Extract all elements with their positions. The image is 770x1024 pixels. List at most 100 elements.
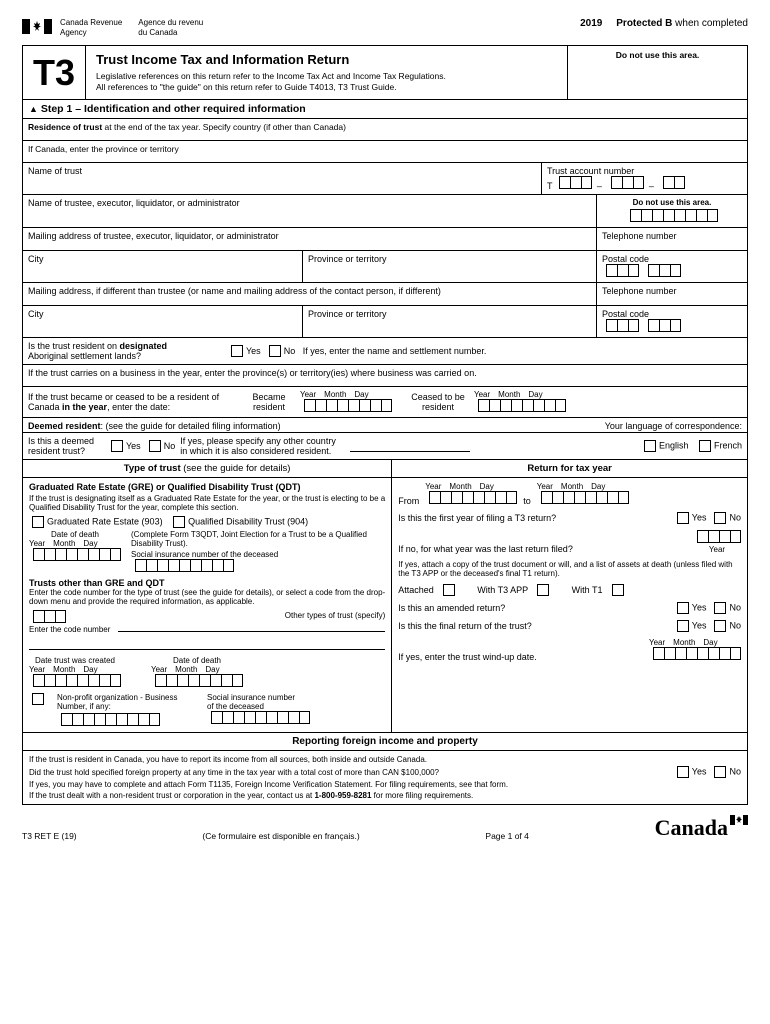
last-year-boxes[interactable] (697, 530, 741, 543)
province-label-2: Province or territory (308, 309, 387, 319)
deemed-no-checkbox[interactable] (149, 440, 161, 452)
other-types-field[interactable] (118, 620, 385, 632)
postal-boxes-1b[interactable] (648, 264, 681, 277)
other-trusts-text: Enter the code number for the type of tr… (29, 588, 385, 606)
type-trust-suffix: (see the guide for details) (181, 463, 291, 474)
from-to-row: From YearMonthDay to YearMonthDay (398, 482, 741, 506)
first-year-row: Is this the first year of filing a T3 re… (398, 512, 741, 524)
became-date-group: YearMonthDay (300, 390, 392, 414)
if-canada-row[interactable]: If Canada, enter the province or territo… (22, 141, 748, 163)
aboriginal-ifyes: If yes, enter the name and settlement nu… (303, 346, 487, 356)
mailing-trustee-cell[interactable]: Mailing address of trustee, executor, li… (23, 228, 597, 250)
t-prefix: T (547, 181, 552, 191)
residence-row[interactable]: Residence of trust at the end of the tax… (22, 119, 748, 141)
death-date-boxes-2[interactable] (155, 674, 243, 687)
gre-checkbox[interactable] (32, 516, 44, 528)
qdt-checkbox[interactable] (173, 516, 185, 528)
amended-row: Is this an amended return? Yes No (398, 602, 741, 614)
canada-flag-icon (22, 18, 52, 34)
account-boxes-2[interactable] (611, 176, 644, 189)
npo-boxes[interactable] (61, 713, 160, 726)
with-t1-checkbox[interactable] (612, 584, 624, 596)
first-no-checkbox[interactable] (714, 512, 726, 524)
postal-cell-2[interactable]: Postal code (597, 306, 747, 337)
mailing-diff-cell[interactable]: Mailing address, if different than trust… (23, 283, 597, 305)
city-cell-1[interactable]: City (23, 251, 303, 282)
return-year-header: Return for tax year (392, 460, 747, 477)
step1-header: ▲ Step 1 – Identification and other requ… (22, 100, 748, 119)
postal-label-2: Postal code (602, 309, 649, 319)
trust-account-label: Trust account number (547, 166, 634, 176)
sin-boxes-2[interactable] (211, 711, 310, 724)
ceased-date-group: YearMonthDay (474, 390, 566, 414)
amended-no-checkbox[interactable] (714, 602, 726, 614)
foreign-no-checkbox[interactable] (714, 766, 726, 778)
deemed-header-row: Deemed resident: (see the guide for deta… (22, 418, 748, 433)
final-no-checkbox[interactable] (714, 620, 726, 632)
telephone-cell-2[interactable]: Telephone number (597, 283, 747, 305)
if-canada-label: If Canada, enter the province or territo… (28, 144, 179, 159)
canada-wordmark: Canada (655, 815, 748, 841)
from-date-boxes[interactable] (429, 491, 517, 504)
title-block: T3 Trust Income Tax and Information Retu… (22, 45, 568, 100)
business-row[interactable]: If the trust carries on a business in th… (22, 365, 748, 387)
attached-checkbox[interactable] (443, 584, 455, 596)
postal-boxes-1a[interactable] (606, 264, 639, 277)
final-yes-checkbox[interactable] (677, 620, 689, 632)
code-boxes[interactable] (33, 610, 66, 623)
name-trust-cell[interactable]: Name of trust (23, 163, 542, 194)
agency-en-2: Agency (60, 28, 87, 37)
with-app-checkbox[interactable] (537, 584, 549, 596)
gre-text: If the trust is designating itself as a … (29, 494, 385, 512)
agency-en-1: Canada Revenue (60, 18, 122, 27)
foreign-yes-checkbox[interactable] (677, 766, 689, 778)
bc-inyear: in the year (62, 402, 107, 412)
to-date-boxes[interactable] (541, 491, 629, 504)
account-boxes-1[interactable] (559, 176, 592, 189)
aboriginal-no-checkbox[interactable] (269, 345, 281, 357)
deemed-country-field[interactable] (350, 440, 470, 452)
death-date-boxes[interactable] (33, 548, 121, 561)
bc-line2a: Canada (28, 402, 62, 412)
name-trust-label: Name of trust (28, 166, 82, 176)
english-checkbox[interactable] (644, 440, 656, 452)
ceased-date-boxes[interactable] (478, 399, 566, 412)
lang-checks: English French (641, 440, 742, 452)
sin-boxes-1[interactable] (135, 559, 234, 572)
postal-boxes-2b[interactable] (648, 319, 681, 332)
agency-fr-2: du Canada (138, 28, 177, 37)
telephone-cell-1[interactable]: Telephone number (597, 228, 747, 250)
french-checkbox[interactable] (699, 440, 711, 452)
specify-field[interactable] (29, 638, 385, 650)
agency-block: Canada RevenueAgency Agence du revenudu … (22, 18, 203, 37)
title-note-1: Legislative references on this return re… (96, 71, 557, 82)
became-date-boxes[interactable] (304, 399, 392, 412)
deemed-yes-checkbox[interactable] (111, 440, 123, 452)
postal-boxes-2a[interactable] (606, 319, 639, 332)
first-yes-checkbox[interactable] (677, 512, 689, 524)
when-completed: when completed (672, 18, 748, 29)
page-header: Canada RevenueAgency Agence du revenudu … (22, 18, 748, 37)
province-label-1: Province or territory (308, 254, 387, 264)
windup-date-boxes[interactable] (653, 647, 741, 660)
form-code-footer: T3 RET E (19) (22, 831, 77, 841)
foreign-line3: If yes, you may have to complete and att… (29, 780, 741, 789)
dnu-boxes (630, 209, 718, 222)
date-death-group-2: Date of death YearMonthDay (151, 656, 243, 689)
province-cell-1[interactable]: Province or territory (303, 251, 597, 282)
created-date-boxes[interactable] (33, 674, 121, 687)
aboriginal-yes-checkbox[interactable] (231, 345, 243, 357)
title-note-2: All references to "the guide" on this re… (96, 82, 557, 93)
city-cell-2[interactable]: City (23, 306, 303, 337)
arrow-icon: ▲ (29, 104, 38, 114)
province-cell-2[interactable]: Province or territory (303, 306, 597, 337)
trust-account-cell[interactable]: Trust account number T – – (542, 163, 747, 194)
postal-cell-1[interactable]: Postal code (597, 251, 747, 282)
trustee-name-cell[interactable]: Name of trustee, executor, liquidator, o… (23, 195, 597, 227)
form-title: Trust Income Tax and Information Return (96, 52, 557, 67)
npo-checkbox[interactable] (32, 693, 44, 705)
amended-yes-checkbox[interactable] (677, 602, 689, 614)
account-boxes-3[interactable] (663, 176, 685, 189)
form-page: Canada RevenueAgency Agence du revenudu … (0, 0, 770, 859)
became-label: Becameresident (244, 392, 294, 412)
